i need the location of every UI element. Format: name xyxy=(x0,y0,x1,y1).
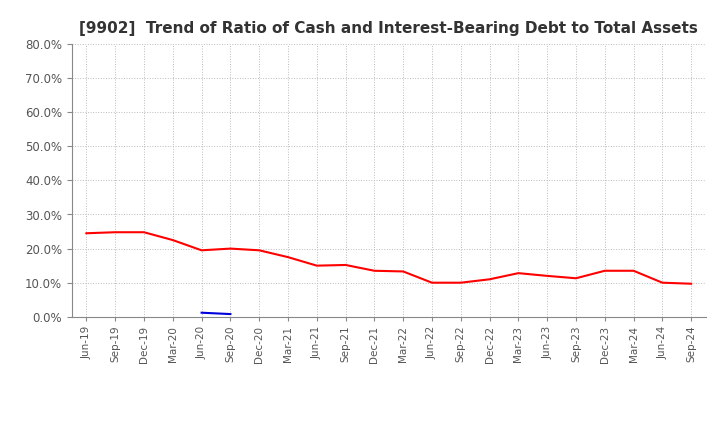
Cash xyxy=(226,246,235,251)
Cash xyxy=(111,230,120,235)
Cash xyxy=(658,280,667,285)
Cash xyxy=(456,280,465,285)
Cash xyxy=(82,231,91,236)
Cash xyxy=(168,238,177,243)
Cash xyxy=(341,262,350,268)
Cash xyxy=(197,248,206,253)
Cash xyxy=(543,273,552,279)
Cash xyxy=(255,248,264,253)
Interest-Bearing Debt xyxy=(226,312,235,317)
Cash xyxy=(629,268,638,273)
Cash xyxy=(600,268,609,273)
Cash xyxy=(140,230,148,235)
Cash xyxy=(572,275,580,281)
Title: [9902]  Trend of Ratio of Cash and Interest-Bearing Debt to Total Assets: [9902] Trend of Ratio of Cash and Intere… xyxy=(79,21,698,36)
Cash xyxy=(312,263,321,268)
Cash xyxy=(485,277,494,282)
Interest-Bearing Debt xyxy=(197,310,206,315)
Line: Interest-Bearing Debt: Interest-Bearing Debt xyxy=(202,313,230,314)
Cash xyxy=(687,281,696,286)
Cash xyxy=(514,271,523,276)
Cash xyxy=(428,280,436,285)
Line: Cash: Cash xyxy=(86,232,691,284)
Legend: Cash, Interest-Bearing Debt: Cash, Interest-Bearing Debt xyxy=(252,438,526,440)
Cash xyxy=(370,268,379,273)
Cash xyxy=(399,269,408,274)
Cash xyxy=(284,254,292,260)
